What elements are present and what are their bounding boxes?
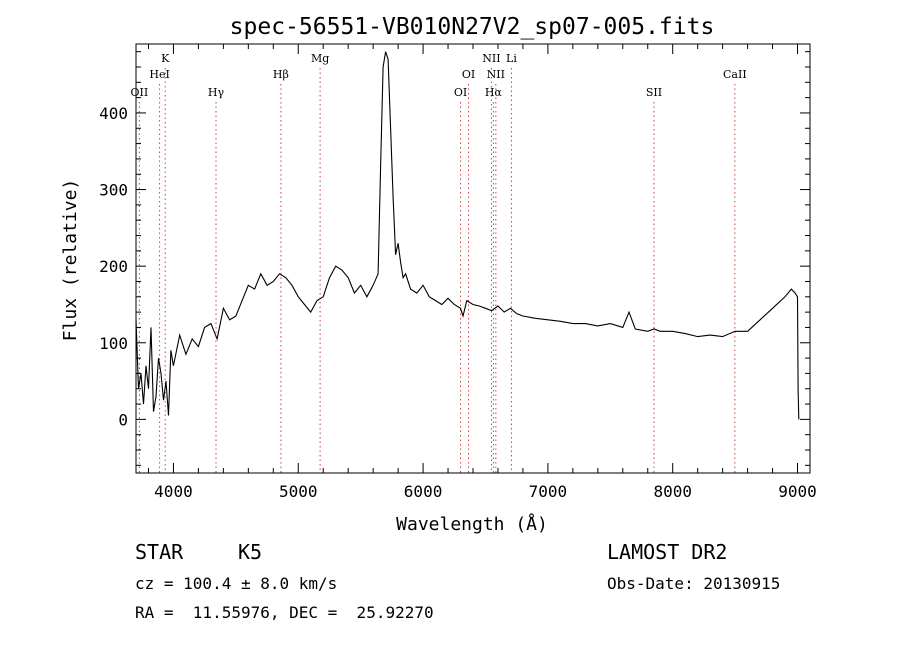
line-label-2: OII bbox=[131, 86, 149, 99]
line-label-3: Hγ bbox=[208, 86, 225, 99]
x-axis-label: Wavelength (Å) bbox=[396, 513, 548, 535]
y-tick-label-0: 0 bbox=[118, 410, 128, 429]
line-label-13: CaII bbox=[723, 68, 747, 81]
y-tick-label-3: 300 bbox=[99, 181, 128, 200]
x-axis: 4000 5000 6000 7000 8000 9000 bbox=[147, 44, 817, 501]
chart-title: spec-56551-VB010N27V2_sp07-005.fits bbox=[230, 14, 715, 40]
x-tick-label-5: 9000 bbox=[778, 482, 817, 501]
redshift-velocity: cz = 100.4 ± 8.0 km/s bbox=[135, 574, 338, 593]
line-label-0: K bbox=[161, 52, 170, 65]
survey-name: LAMOST DR2 bbox=[607, 540, 728, 564]
x-tick-label-4: 8000 bbox=[653, 482, 692, 501]
line-label-9: NII bbox=[487, 68, 505, 81]
plot-frame bbox=[135, 43, 811, 474]
line-label-12: SII bbox=[646, 86, 662, 99]
line-label-1: HeI bbox=[149, 68, 169, 81]
x-tick-label-1: 5000 bbox=[279, 482, 318, 501]
sky-coordinates: RA = 11.55976, DEC = 25.92270 bbox=[135, 603, 434, 622]
x-tick-label-0: 4000 bbox=[154, 482, 193, 501]
y-axis-label: Flux (relative) bbox=[60, 179, 81, 342]
line-label-8: NII bbox=[482, 52, 500, 65]
observation-date: Obs-Date: 20130915 bbox=[607, 574, 781, 593]
object-subclass: K5 bbox=[238, 540, 263, 564]
x-tick-label-2: 6000 bbox=[404, 482, 443, 501]
line-label-4: Hβ bbox=[273, 68, 289, 81]
y-tick-label-4: 400 bbox=[99, 104, 128, 123]
x-tick-label-3: 7000 bbox=[529, 482, 568, 501]
line-label-11: Li bbox=[506, 52, 517, 65]
spectrum-line-0 bbox=[135, 51, 800, 420]
line-label-6: OI bbox=[462, 68, 475, 81]
line-label-5: Mg bbox=[311, 52, 329, 65]
line-label-7: OI bbox=[454, 86, 467, 99]
spectrum-series bbox=[135, 51, 800, 420]
y-tick-label-2: 200 bbox=[99, 257, 128, 276]
object-class: STAR bbox=[135, 540, 184, 564]
line-label-10: Hα bbox=[485, 86, 503, 99]
y-axis: 0 100 200 300 400 bbox=[99, 51, 810, 466]
y-tick-label-1: 100 bbox=[99, 334, 128, 353]
